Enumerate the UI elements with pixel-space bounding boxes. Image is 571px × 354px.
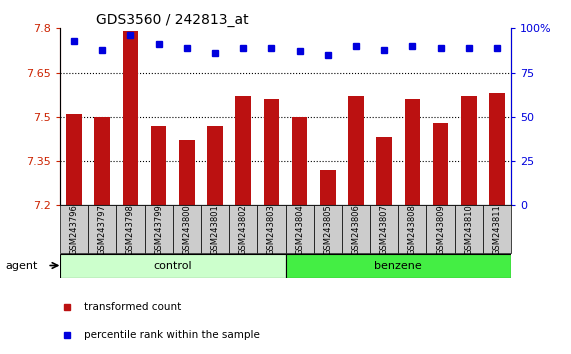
- Bar: [320, 170, 336, 205]
- Text: GSM243802: GSM243802: [239, 204, 248, 255]
- Text: GSM243806: GSM243806: [352, 204, 360, 255]
- Bar: [66, 114, 82, 205]
- Bar: [151, 126, 166, 205]
- Bar: [229, 205, 258, 253]
- Bar: [173, 205, 201, 253]
- Text: GSM243809: GSM243809: [436, 204, 445, 255]
- Bar: [292, 117, 307, 205]
- Bar: [264, 99, 279, 205]
- Bar: [427, 205, 455, 253]
- Bar: [60, 254, 286, 278]
- Text: GSM243805: GSM243805: [323, 204, 332, 255]
- Bar: [342, 205, 370, 253]
- Bar: [94, 117, 110, 205]
- Text: GSM243808: GSM243808: [408, 204, 417, 255]
- Text: GSM243796: GSM243796: [70, 204, 79, 255]
- Text: benzene: benzene: [375, 261, 422, 271]
- Bar: [313, 205, 342, 253]
- Bar: [376, 137, 392, 205]
- Bar: [201, 205, 229, 253]
- Bar: [483, 205, 511, 253]
- Text: GSM243801: GSM243801: [211, 204, 219, 255]
- Text: GSM243799: GSM243799: [154, 204, 163, 255]
- Text: GSM243803: GSM243803: [267, 204, 276, 255]
- Text: GDS3560 / 242813_at: GDS3560 / 242813_at: [96, 13, 248, 27]
- Text: percentile rank within the sample: percentile rank within the sample: [85, 330, 260, 340]
- Text: GSM243807: GSM243807: [380, 204, 389, 255]
- Bar: [235, 96, 251, 205]
- Bar: [286, 254, 511, 278]
- Text: transformed count: transformed count: [85, 302, 182, 312]
- Bar: [489, 93, 505, 205]
- Bar: [461, 96, 477, 205]
- Bar: [455, 205, 483, 253]
- Bar: [179, 141, 195, 205]
- Text: GSM243798: GSM243798: [126, 204, 135, 255]
- Text: GSM243800: GSM243800: [182, 204, 191, 255]
- Bar: [433, 123, 448, 205]
- Text: agent: agent: [6, 261, 38, 271]
- Text: GSM243804: GSM243804: [295, 204, 304, 255]
- Text: control: control: [154, 261, 192, 271]
- Bar: [405, 99, 420, 205]
- Bar: [116, 205, 144, 253]
- Bar: [123, 31, 138, 205]
- Bar: [399, 205, 427, 253]
- Bar: [144, 205, 173, 253]
- Bar: [207, 126, 223, 205]
- Bar: [88, 205, 116, 253]
- Text: GSM243811: GSM243811: [492, 204, 501, 255]
- Text: GSM243810: GSM243810: [464, 204, 473, 255]
- Bar: [60, 205, 88, 253]
- Bar: [348, 96, 364, 205]
- Text: GSM243797: GSM243797: [98, 204, 107, 255]
- Bar: [258, 205, 286, 253]
- Bar: [286, 205, 313, 253]
- Bar: [370, 205, 399, 253]
